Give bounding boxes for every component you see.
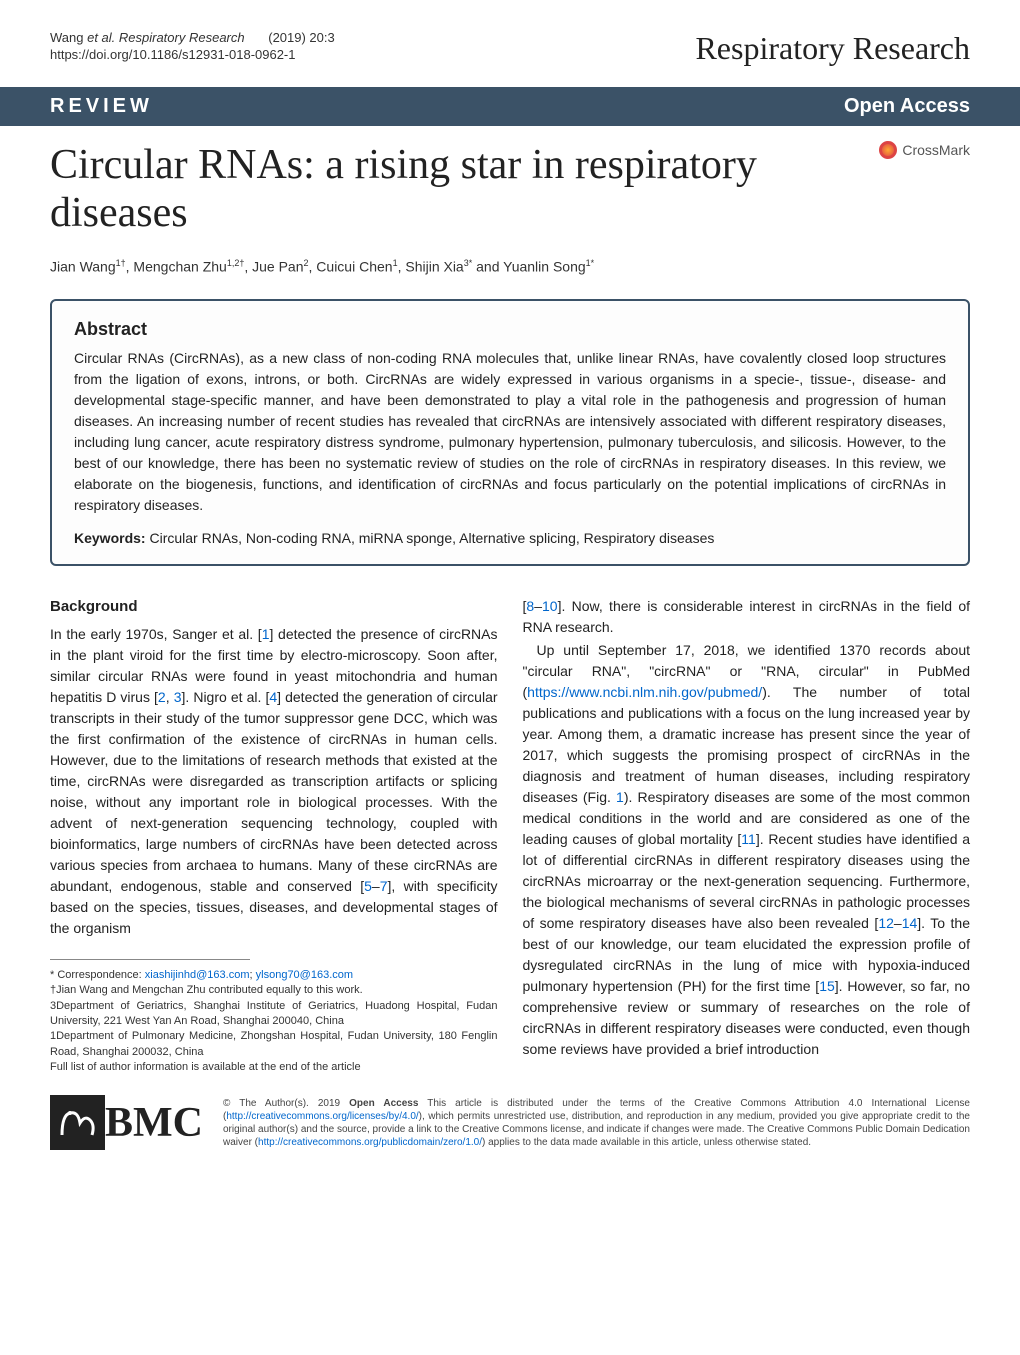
background-heading: Background — [50, 596, 498, 619]
keywords-text: Circular RNAs, Non-coding RNA, miRNA spo… — [146, 530, 715, 546]
text: ) applies to the data made available in … — [482, 1137, 811, 1148]
corr-label: * Correspondence: — [50, 969, 145, 981]
open-access-bold: Open Access — [349, 1098, 418, 1109]
corr-aff-3: 3Department of Geriatrics, Shanghai Inst… — [50, 1000, 498, 1027]
author-2: , Mengchan Zhu — [126, 258, 227, 274]
crossmark-icon — [879, 141, 897, 159]
citation-block: Wang et al. Respiratory Research (2019) … — [50, 30, 335, 64]
text: , — [166, 689, 174, 705]
body-columns: Background In the early 1970s, Sanger et… — [0, 591, 1020, 1080]
review-label: REVIEW — [50, 95, 153, 118]
text: – — [534, 598, 542, 614]
bmc-logo: BMC — [50, 1095, 203, 1150]
col2-paragraph-1: [8–10]. Now, there is considerable inter… — [523, 596, 971, 638]
keywords-line: Keywords: Circular RNAs, Non-coding RNA,… — [74, 530, 946, 546]
text: ] detected the generation of circular tr… — [50, 689, 498, 894]
corr-fulllist: Full list of author information is avail… — [50, 1061, 361, 1073]
crossmark-badge[interactable]: CrossMark — [879, 141, 970, 159]
author-1-sup: 1† — [116, 258, 126, 268]
authors-line: Jian Wang1†, Mengchan Zhu1,2†, Jue Pan2,… — [50, 258, 970, 275]
fig-link[interactable]: 1 — [616, 789, 624, 805]
review-bar: REVIEW Open Access — [0, 87, 1020, 126]
author-5: , Shijin Xia — [398, 258, 464, 274]
column-right: [8–10]. Now, there is considerable inter… — [523, 596, 971, 1075]
ref-link[interactable]: 1 — [262, 626, 270, 642]
text: In the early 1970s, Sanger et al. [ — [50, 626, 262, 642]
citation-yearvol: (2019) 20:3 — [268, 30, 335, 45]
col2-paragraph-2: Up until September 17, 2018, we identifi… — [523, 640, 971, 1060]
title-block: Circular RNAs: a rising star in respirat… — [0, 126, 1020, 274]
ref-link[interactable]: 14 — [902, 915, 918, 931]
license-text: © The Author(s). 2019 Open Access This a… — [223, 1097, 970, 1149]
col1-paragraph: In the early 1970s, Sanger et al. [1 ] de… — [50, 624, 498, 939]
author-5-sup: 3* — [464, 258, 473, 268]
text: – — [372, 878, 380, 894]
author-6-sup: 1* — [586, 258, 595, 268]
bmc-text: BMC — [105, 1099, 203, 1147]
text: ]. Now, there is considerable interest i… — [523, 598, 971, 635]
pubmed-link[interactable]: https://www.ncbi.nlm.nih.gov/pubmed/ — [527, 684, 762, 700]
citation-doi: https://doi.org/10.1186/s12931-018-0962-… — [50, 47, 296, 62]
author-2-sup: 1,2† — [227, 258, 245, 268]
ref-link[interactable]: 12 — [878, 915, 894, 931]
column-left: Background In the early 1970s, Sanger et… — [50, 596, 498, 1075]
citation-authors: Wang et al. Respiratory Research — [50, 30, 245, 45]
corr-email-1[interactable]: xiashijinhd@163.com — [145, 969, 250, 981]
corr-email-2[interactable]: ylsong70@163.com — [256, 969, 353, 981]
ref-link[interactable]: 15 — [819, 978, 835, 994]
corr-aff-1: 1Department of Pulmonary Medicine, Zhong… — [50, 1030, 498, 1057]
crossmark-label: CrossMark — [902, 142, 970, 158]
keywords-label: Keywords: — [74, 530, 146, 546]
abstract-text: Circular RNAs (CircRNAs), as a new class… — [74, 348, 946, 516]
author-4: , Cuicui Chen — [309, 258, 393, 274]
author-6: and Yuanlin Song — [472, 258, 585, 274]
ref-link[interactable]: 11 — [741, 831, 756, 847]
correspondence-block: * Correspondence: xiashijinhd@163.com; y… — [50, 968, 498, 1076]
bmc-icon — [50, 1095, 105, 1150]
corr-contrib: †Jian Wang and Mengchan Zhu contributed … — [50, 984, 363, 996]
abstract-heading: Abstract — [74, 319, 946, 340]
text: – — [894, 915, 902, 931]
ref-link[interactable]: 4 — [269, 689, 277, 705]
abstract-box: Abstract Circular RNAs (CircRNAs), as a … — [50, 299, 970, 566]
footer-row: BMC © The Author(s). 2019 Open Access Th… — [0, 1080, 1020, 1180]
journal-title: Respiratory Research — [695, 30, 970, 67]
author-1: Jian Wang — [50, 258, 116, 274]
open-access-label: Open Access — [844, 95, 970, 118]
ref-link[interactable]: 10 — [542, 598, 558, 614]
separator — [50, 959, 250, 960]
cc-license-link[interactable]: http://creativecommons.org/licenses/by/4… — [226, 1111, 418, 1122]
text: © The Author(s). 2019 — [223, 1098, 349, 1109]
text: ]. Nigro et al. [ — [181, 689, 269, 705]
author-3: , Jue Pan — [244, 258, 303, 274]
header-row: Wang et al. Respiratory Research (2019) … — [0, 0, 1020, 77]
article-title: Circular RNAs: a rising star in respirat… — [50, 141, 970, 238]
cc0-license-link[interactable]: http://creativecommons.org/publicdomain/… — [258, 1137, 482, 1148]
ref-link[interactable]: 2 — [158, 689, 166, 705]
text: ). The number of total publications and … — [523, 684, 971, 805]
ref-link[interactable]: 5 — [364, 878, 372, 894]
